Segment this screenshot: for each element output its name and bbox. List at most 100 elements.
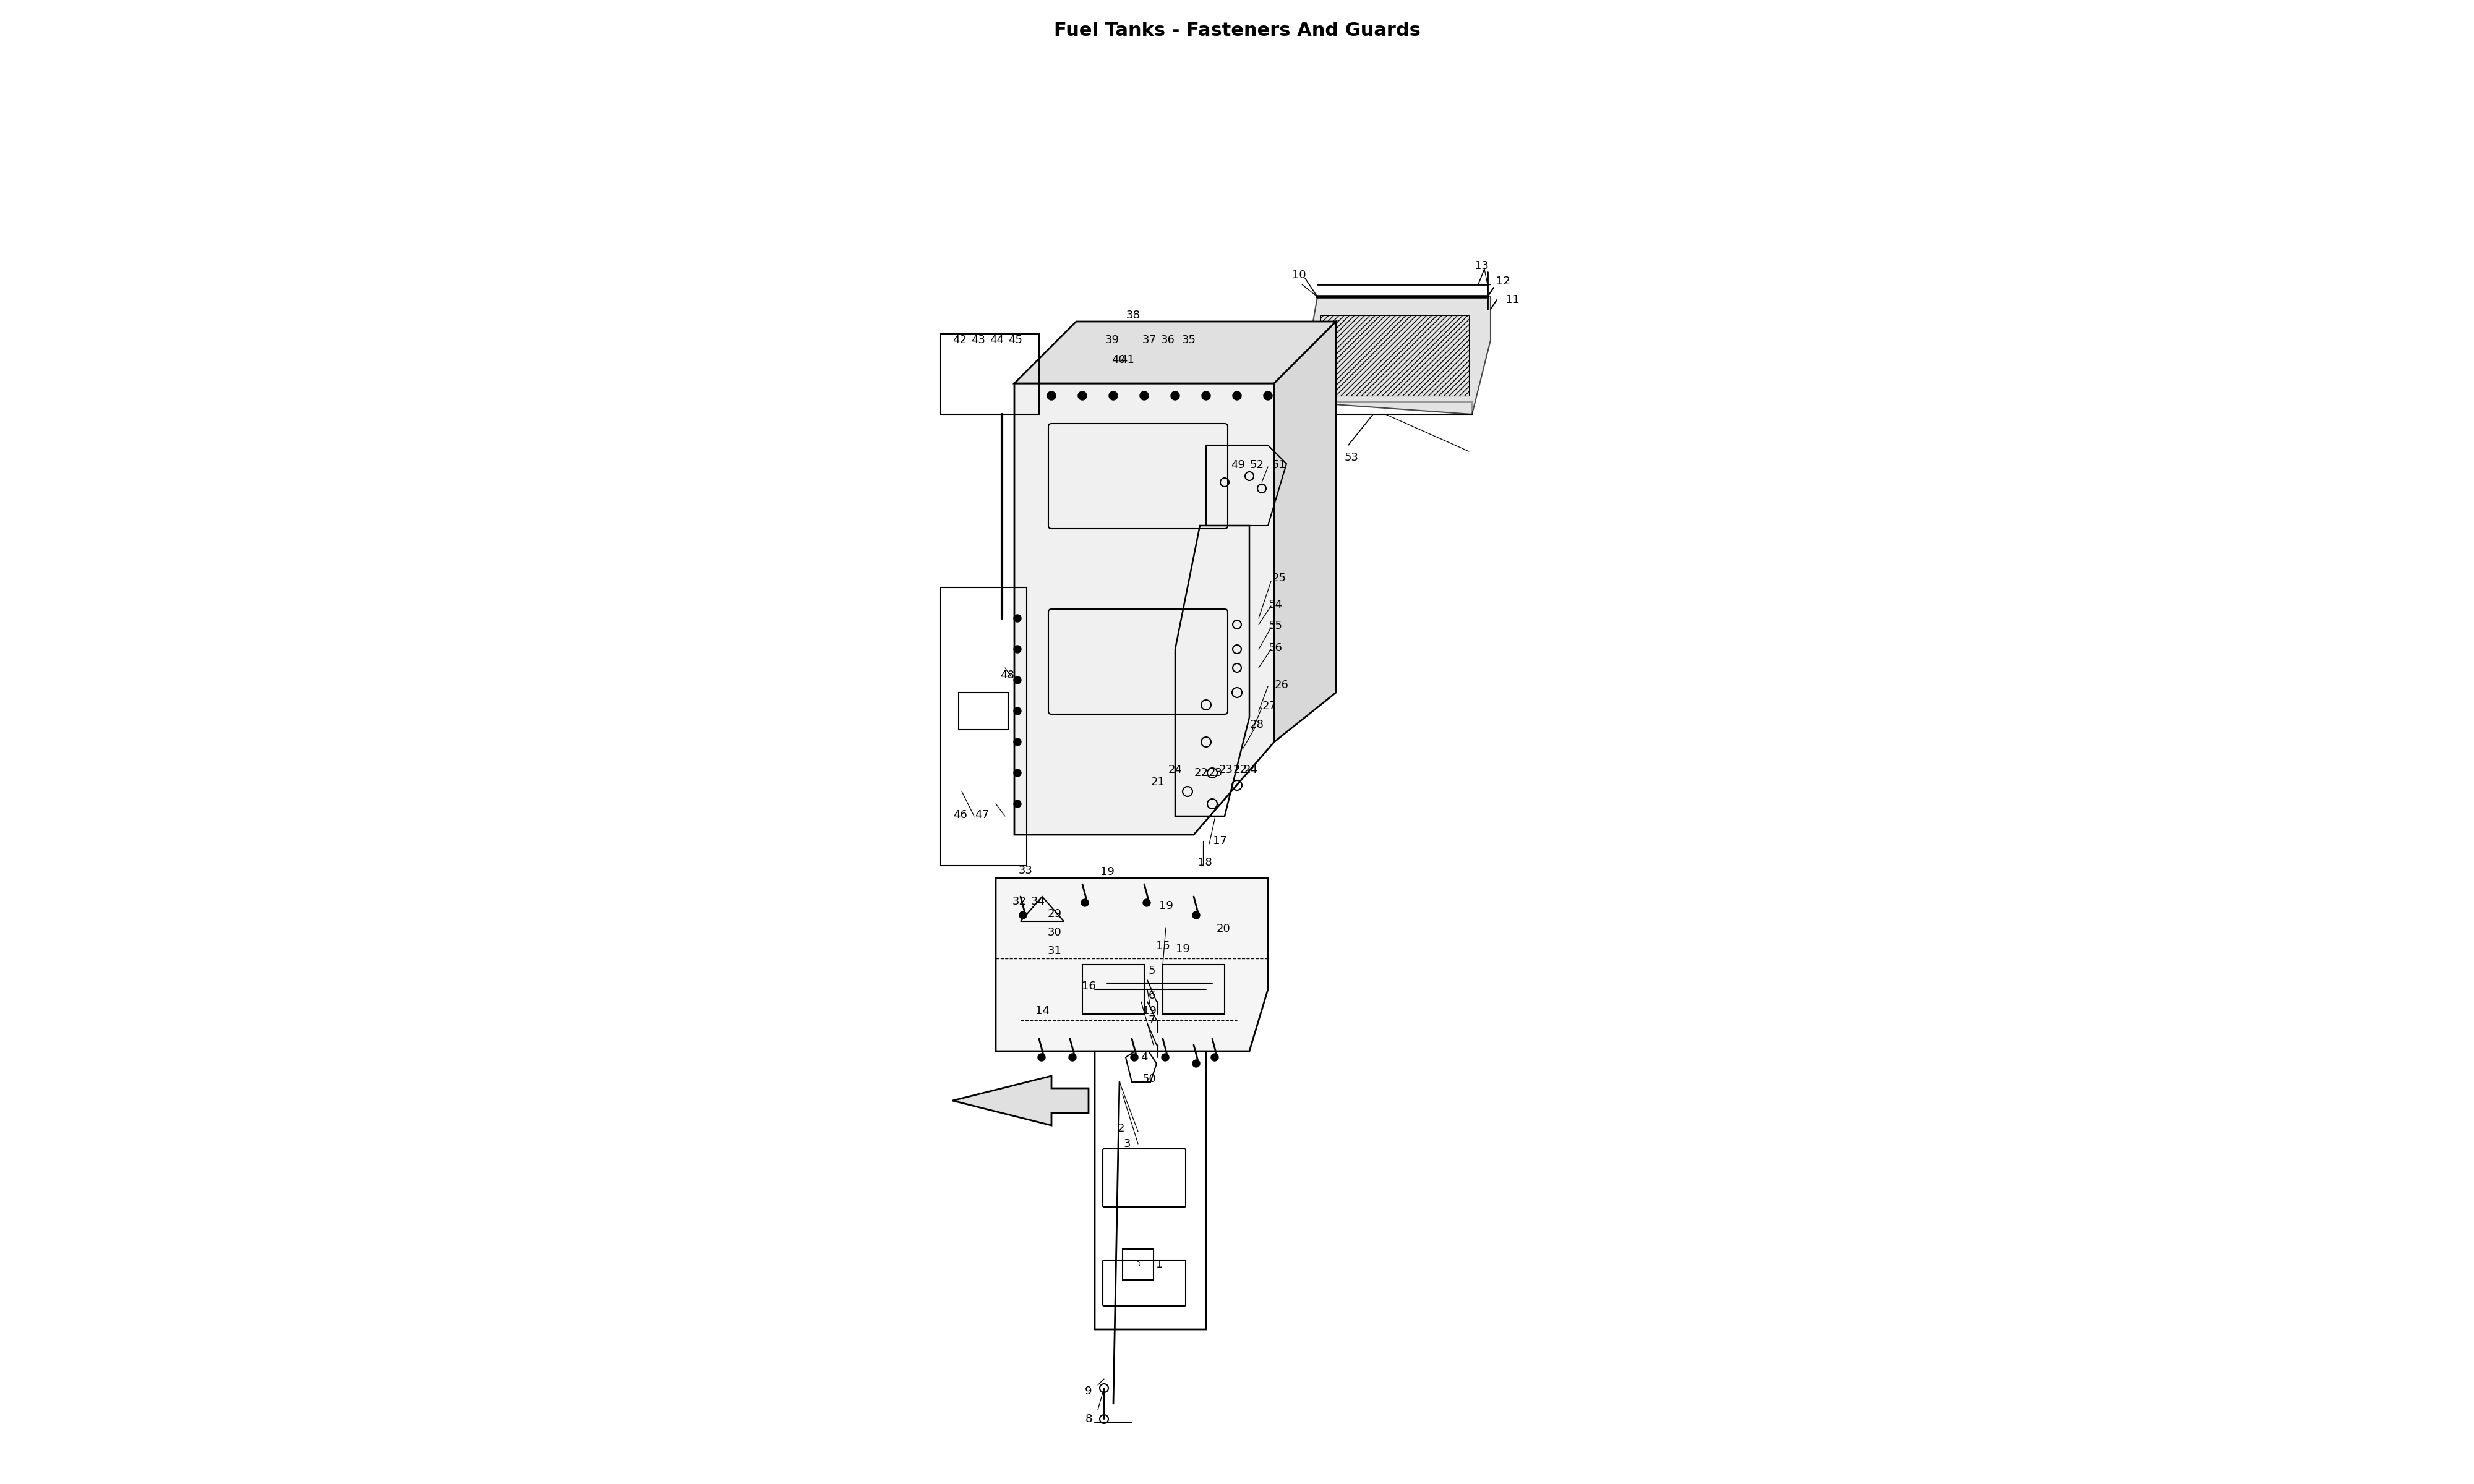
Text: 40: 40 [1111, 355, 1126, 365]
Text: 15: 15 [1155, 941, 1170, 951]
Text: 35: 35 [1183, 334, 1195, 346]
Text: 8: 8 [1086, 1413, 1091, 1425]
Circle shape [1131, 1054, 1138, 1061]
Text: 26: 26 [1274, 680, 1289, 690]
Text: 22: 22 [1232, 764, 1247, 775]
Text: 21: 21 [1150, 776, 1165, 788]
Text: 31: 31 [1047, 945, 1061, 957]
Text: 13: 13 [1475, 260, 1489, 272]
Text: 19: 19 [1143, 1006, 1155, 1017]
Text: 1: 1 [1155, 1258, 1163, 1270]
Text: 37: 37 [1143, 334, 1155, 346]
Text: 51: 51 [1272, 460, 1286, 470]
Text: 17: 17 [1212, 835, 1227, 846]
Text: 48: 48 [999, 669, 1014, 681]
Text: 29: 29 [1047, 908, 1061, 920]
Circle shape [1069, 1054, 1076, 1061]
Circle shape [1155, 978, 1158, 981]
Text: 23: 23 [1220, 764, 1232, 775]
Polygon shape [995, 879, 1267, 1051]
Polygon shape [1014, 322, 1336, 383]
Text: 32: 32 [1012, 896, 1027, 907]
Text: 33: 33 [1019, 865, 1032, 876]
Text: 46: 46 [952, 809, 967, 821]
Text: 38: 38 [1126, 310, 1141, 321]
Circle shape [1138, 963, 1141, 966]
Circle shape [1014, 769, 1022, 776]
Text: 41: 41 [1121, 355, 1133, 365]
Text: 43: 43 [972, 334, 985, 346]
Text: 27: 27 [1262, 700, 1277, 712]
Text: 23: 23 [1207, 767, 1222, 779]
Polygon shape [1014, 383, 1274, 834]
Text: 19: 19 [1101, 867, 1113, 877]
Text: 24: 24 [1244, 764, 1257, 775]
Text: 36: 36 [1160, 334, 1175, 346]
Text: 2: 2 [1118, 1123, 1123, 1134]
Circle shape [1143, 899, 1150, 907]
Text: 3: 3 [1123, 1138, 1131, 1150]
Circle shape [1212, 1054, 1217, 1061]
Text: 24: 24 [1168, 764, 1183, 775]
Circle shape [1014, 646, 1022, 653]
Circle shape [1180, 969, 1183, 972]
Text: 55: 55 [1269, 620, 1282, 631]
Circle shape [1170, 392, 1180, 401]
Circle shape [1014, 614, 1022, 622]
Circle shape [1202, 392, 1210, 401]
Text: 53: 53 [1343, 453, 1358, 463]
Text: 28: 28 [1249, 720, 1264, 730]
Text: 11: 11 [1504, 294, 1519, 306]
Polygon shape [1274, 322, 1336, 742]
Text: 7: 7 [1148, 1015, 1155, 1025]
Circle shape [1081, 899, 1089, 907]
Text: 47: 47 [975, 809, 990, 821]
Text: 54: 54 [1269, 600, 1282, 610]
Circle shape [1141, 392, 1148, 401]
Circle shape [1014, 800, 1022, 807]
Circle shape [1047, 392, 1056, 401]
Text: 10: 10 [1291, 270, 1306, 280]
Circle shape [1155, 960, 1158, 963]
Text: 52: 52 [1249, 460, 1264, 470]
Circle shape [1192, 1060, 1200, 1067]
Text: 18: 18 [1197, 856, 1212, 868]
Text: 12: 12 [1497, 276, 1509, 286]
Circle shape [1264, 392, 1272, 401]
Circle shape [1155, 1017, 1160, 1024]
Text: 16: 16 [1081, 981, 1096, 991]
Circle shape [1173, 963, 1175, 966]
Text: 19: 19 [1175, 944, 1190, 954]
Polygon shape [1299, 297, 1489, 414]
Circle shape [1192, 911, 1200, 919]
Text: 4: 4 [1141, 1052, 1148, 1063]
Text: 34: 34 [1032, 896, 1044, 907]
Circle shape [1014, 677, 1022, 684]
Text: 22: 22 [1195, 767, 1207, 779]
Text: 56: 56 [1269, 643, 1282, 653]
Circle shape [1173, 976, 1175, 979]
Circle shape [1108, 392, 1118, 401]
Circle shape [1131, 969, 1133, 972]
Text: 14: 14 [1034, 1006, 1049, 1017]
Text: 9: 9 [1086, 1386, 1091, 1396]
Text: 49: 49 [1232, 460, 1244, 470]
Text: 25: 25 [1272, 573, 1286, 583]
Circle shape [1014, 708, 1022, 715]
Circle shape [1138, 976, 1141, 979]
Text: 6: 6 [1148, 990, 1155, 1002]
Circle shape [1163, 1054, 1170, 1061]
Circle shape [1155, 999, 1160, 1005]
Text: 19: 19 [1158, 901, 1173, 911]
Circle shape [1155, 1042, 1160, 1048]
Circle shape [1232, 392, 1242, 401]
Text: 50: 50 [1143, 1073, 1155, 1085]
Text: 20: 20 [1217, 923, 1230, 935]
Text: Fuel Tanks - Fasteners And Guards: Fuel Tanks - Fasteners And Guards [1054, 22, 1420, 40]
Text: 5: 5 [1148, 965, 1155, 976]
Text: 42: 42 [952, 334, 967, 346]
Text: 44: 44 [990, 334, 1004, 346]
Circle shape [1019, 911, 1027, 919]
Text: R: R [1136, 1261, 1141, 1267]
Polygon shape [952, 1076, 1089, 1125]
